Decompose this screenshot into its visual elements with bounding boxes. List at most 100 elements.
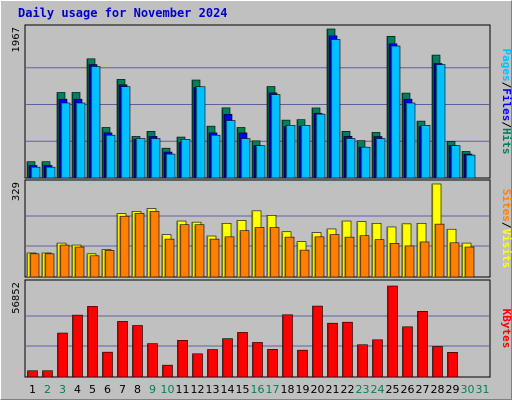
- bar-sites-18: [284, 236, 295, 278]
- legend-sites-visits: Sites/Visits: [500, 189, 512, 269]
- bar-kbytes-8-face: [132, 325, 143, 378]
- bar-pages-30: [465, 154, 476, 179]
- bar-pages-15: [240, 138, 251, 179]
- bar-sites-19: [299, 249, 310, 278]
- x-tick-label-20: 20: [311, 383, 325, 396]
- bar-kbytes-29: [447, 352, 458, 378]
- panel-hits-files-pages: [24, 24, 491, 179]
- x-tick-label-8: 8: [134, 383, 141, 396]
- bar-pages-17-face: [270, 94, 281, 179]
- legend-pages-files-hits: Pages/Files/Hits: [500, 49, 512, 155]
- bar-pages-3: [60, 102, 71, 179]
- bar-kbytes-2: [42, 370, 53, 378]
- bar-pages-5: [90, 66, 101, 179]
- bar-kbytes-7: [117, 321, 128, 378]
- legend-word: /: [500, 222, 512, 229]
- bar-pages-20-face: [315, 113, 326, 179]
- bar-pages-10-face: [165, 153, 176, 179]
- bar-pages-21-face: [330, 39, 341, 179]
- bar-sites-12: [194, 224, 205, 278]
- bar-pages-28-face: [435, 64, 446, 179]
- bar-sites-20-face: [314, 236, 325, 278]
- bar-kbytes-6: [102, 351, 113, 378]
- bar-kbytes-17: [267, 349, 278, 378]
- bar-pages-23: [360, 146, 371, 179]
- bar-sites-24-face: [374, 239, 385, 278]
- x-tick-label-21: 21: [326, 383, 340, 396]
- x-tick-label-5: 5: [89, 383, 96, 396]
- bar-sites-10-face: [164, 238, 175, 278]
- x-tick-label-23: 23: [356, 383, 370, 396]
- bar-kbytes-14-face: [222, 338, 233, 378]
- bar-pages-8-face: [135, 138, 146, 179]
- bar-kbytes-29-face: [447, 352, 458, 378]
- x-tick-label-26: 26: [401, 383, 415, 396]
- bar-pages-16: [255, 145, 266, 179]
- x-tick-label-18: 18: [281, 383, 295, 396]
- bar-pages-30-face: [465, 154, 476, 179]
- bar-sites-16: [254, 227, 265, 278]
- bar-sites-21-face: [329, 234, 340, 278]
- bar-sites-30: [464, 246, 475, 278]
- bar-pages-26: [405, 102, 416, 179]
- bar-sites-25-face: [389, 243, 400, 278]
- bar-pages-24-face: [375, 138, 386, 179]
- bar-kbytes-13: [207, 349, 218, 378]
- bar-kbytes-20-face: [312, 305, 323, 378]
- bar-pages-12: [195, 86, 206, 179]
- bar-kbytes-3-face: [57, 332, 68, 378]
- bar-pages-22: [345, 138, 356, 179]
- bar-pages-24: [375, 138, 386, 179]
- x-tick-label-31: 31: [476, 383, 490, 396]
- x-tick-label-10: 10: [161, 383, 175, 396]
- x-tick-label-30: 30: [461, 383, 475, 396]
- bar-sites-22-face: [344, 236, 355, 278]
- bar-sites-26: [404, 245, 415, 278]
- bar-pages-12-face: [195, 86, 206, 179]
- bar-pages-18-face: [285, 125, 296, 179]
- bar-sites-3-face: [59, 244, 70, 278]
- legend-word: /: [500, 121, 512, 128]
- bar-kbytes-16-face: [252, 342, 263, 378]
- bar-pages-8: [135, 138, 146, 179]
- x-tick-label-27: 27: [416, 383, 430, 396]
- x-tick-label-15: 15: [236, 383, 250, 396]
- bar-sites-15: [239, 230, 250, 278]
- bar-pages-11: [180, 139, 191, 179]
- legend-word: KBytes: [500, 309, 512, 349]
- bar-pages-27: [420, 125, 431, 179]
- bar-sites-29: [449, 242, 460, 278]
- bar-sites-17-face: [269, 227, 280, 278]
- panel-visits-sites: [24, 179, 491, 278]
- bar-kbytes-24-face: [372, 339, 383, 378]
- bar-sites-26-face: [404, 245, 415, 278]
- bar-sites-2-face: [44, 253, 55, 278]
- x-tick-label-7: 7: [119, 383, 126, 396]
- bar-sites-11-face: [179, 224, 190, 278]
- bar-kbytes-26-face: [402, 326, 413, 378]
- bar-pages-7: [120, 86, 131, 179]
- bar-kbytes-19: [297, 349, 308, 378]
- bar-sites-21: [329, 234, 340, 278]
- bar-kbytes-4: [72, 314, 83, 378]
- legend-word: Sites: [500, 189, 512, 222]
- x-tick-label-1: 1: [29, 383, 36, 396]
- x-tick-label-22: 22: [341, 383, 355, 396]
- x-tick-label-11: 11: [176, 383, 190, 396]
- bar-kbytes-21-face: [327, 322, 338, 378]
- x-tick-label-28: 28: [431, 383, 445, 396]
- bar-pages-20: [315, 113, 326, 179]
- bar-pages-21: [330, 39, 341, 179]
- bar-kbytes-16: [252, 342, 263, 378]
- x-tick-label-17: 17: [266, 383, 280, 396]
- x-tick-label-13: 13: [206, 383, 220, 396]
- bar-pages-29: [450, 145, 461, 179]
- bar-sites-5: [89, 255, 100, 278]
- bar-sites-17: [269, 227, 280, 278]
- bar-sites-30-face: [464, 246, 475, 278]
- bar-pages-18: [285, 125, 296, 179]
- bar-pages-5-face: [90, 66, 101, 179]
- x-tick-label-19: 19: [296, 383, 310, 396]
- bar-pages-2-face: [45, 166, 56, 179]
- bar-sites-8-face: [134, 213, 145, 278]
